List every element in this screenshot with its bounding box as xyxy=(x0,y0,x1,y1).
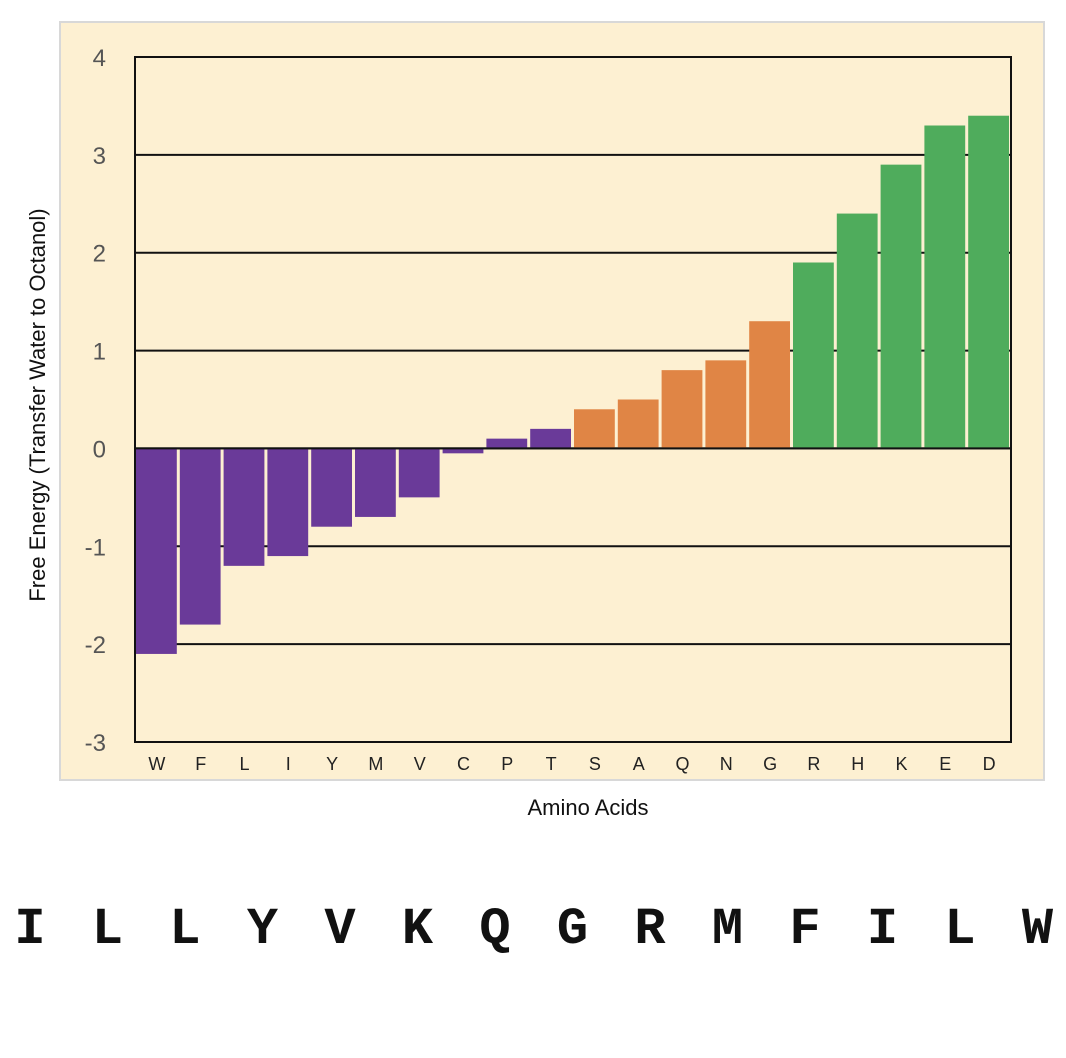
sequence-letter: M xyxy=(711,900,744,959)
x-category-label: F xyxy=(195,754,206,774)
y-tick-label: 4 xyxy=(93,45,106,72)
sequence-letter: Y xyxy=(246,900,279,959)
bar-F xyxy=(179,448,221,625)
y-tick-label: 3 xyxy=(93,143,106,170)
y-tick-label: 0 xyxy=(93,436,106,463)
x-axis-title: Amino Acids xyxy=(527,795,648,820)
sequence-letter: L xyxy=(169,900,201,959)
y-tick-label: -1 xyxy=(85,534,106,561)
x-category-label: I xyxy=(286,754,291,774)
sequence-letter: L xyxy=(91,900,124,959)
y-tick-label: -2 xyxy=(85,632,106,659)
chart-background xyxy=(59,21,1045,781)
bar-T xyxy=(530,428,571,449)
x-category-label: A xyxy=(633,754,645,774)
sequence-letter: I xyxy=(14,900,46,959)
x-category-label: P xyxy=(501,754,513,774)
bar-P xyxy=(486,438,528,449)
bar-G xyxy=(749,321,790,449)
x-category-label: S xyxy=(589,754,601,774)
bar-N xyxy=(705,360,747,449)
y-tick-label: -3 xyxy=(85,730,106,757)
x-category-label: Y xyxy=(326,754,338,774)
sequence-letter: W xyxy=(1021,900,1054,959)
sequence-letter: K xyxy=(401,900,434,959)
bar-M xyxy=(355,448,396,517)
sequence-letter: L xyxy=(944,900,976,959)
x-category-label: Q xyxy=(675,754,689,774)
x-category-label: T xyxy=(546,754,557,774)
bar-A xyxy=(617,399,659,449)
x-category-label: R xyxy=(807,754,820,774)
bar-Y xyxy=(311,448,352,527)
plot-frame xyxy=(134,56,1012,743)
x-category-label: W xyxy=(148,754,165,774)
sequence-letter: Q xyxy=(479,900,511,959)
x-category-label: E xyxy=(939,754,951,774)
sequence-letter: V xyxy=(324,900,356,959)
bar-V xyxy=(398,448,440,498)
x-category-label: M xyxy=(368,754,383,774)
bar-H xyxy=(836,213,878,449)
bar-Q xyxy=(661,370,703,449)
sequence-letter: F xyxy=(789,900,821,959)
bars xyxy=(135,115,1011,654)
x-category-label: G xyxy=(763,754,777,774)
bar-K xyxy=(880,164,922,449)
x-category-label: H xyxy=(851,754,864,774)
bar-E xyxy=(924,125,966,449)
hydrophobicity-bar-chart: 4 3 2 1 0 -1 -2 -3 W F L I Y M V C P T S A Q N G R H K E D Amino A… xyxy=(25,21,1045,820)
y-tick-labels: 4 3 2 1 0 -1 -2 -3 xyxy=(85,45,106,757)
x-category-label: K xyxy=(895,754,907,774)
x-category-label: L xyxy=(239,754,249,774)
y-axis-title: Free Energy (Transfer Water to Octanol) xyxy=(25,208,50,601)
bar-R xyxy=(793,262,834,449)
bar-S xyxy=(574,409,615,449)
y-tick-label: 1 xyxy=(93,339,106,366)
bar-I xyxy=(267,448,309,557)
x-category-label: C xyxy=(457,754,470,774)
x-category-label: V xyxy=(414,754,426,774)
bar-D xyxy=(968,115,1009,449)
x-category-label: D xyxy=(983,754,996,774)
sequence-letter: G xyxy=(556,900,589,959)
y-tick-label: 2 xyxy=(93,241,106,268)
bar-L xyxy=(223,448,265,566)
bar-C xyxy=(442,448,484,454)
bar-W xyxy=(136,448,177,654)
x-category-label: N xyxy=(720,754,733,774)
sequence-letter: R xyxy=(634,900,666,959)
sequence-letter: I xyxy=(866,900,899,959)
